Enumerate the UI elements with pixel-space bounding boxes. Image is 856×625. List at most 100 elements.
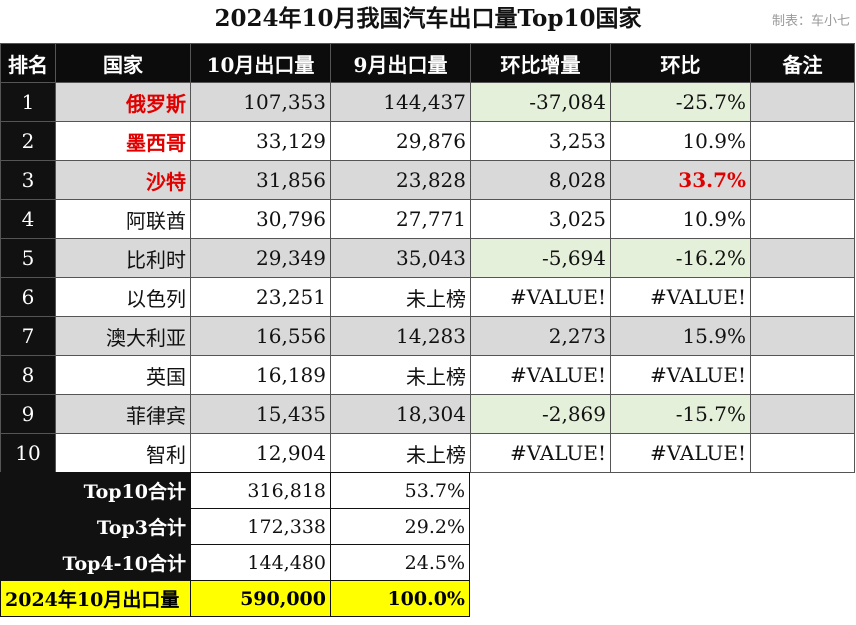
- table-row: 6 以色列 23,251 未上榜 #VALUE! #VALUE!: [0, 277, 855, 317]
- rank-cell: 7: [0, 316, 56, 356]
- header-mom-pct: 环比: [610, 43, 751, 83]
- pct-cell: 10.9%: [610, 121, 751, 161]
- pct-cell: -15.7%: [610, 394, 751, 434]
- delta-cell: 3,253: [470, 121, 611, 161]
- delta-cell: #VALUE!: [470, 355, 611, 395]
- note-cell: [750, 160, 855, 200]
- table-row: 4 阿联酋 30,796 27,771 3,025 10.9%: [0, 199, 855, 239]
- oct-cell: 16,556: [190, 316, 331, 356]
- oct-cell: 33,129: [190, 121, 331, 161]
- country-cell: 阿联酋: [55, 199, 191, 239]
- note-cell: [750, 199, 855, 239]
- table-row: 8 英国 16,189 未上榜 #VALUE! #VALUE!: [0, 355, 855, 395]
- oct-cell: 29,349: [190, 238, 331, 278]
- table-row: 10 智利 12,904 未上榜 #VALUE! #VALUE!: [0, 433, 855, 473]
- note-cell: [750, 238, 855, 278]
- rank-cell: 5: [0, 238, 56, 278]
- header-oct-exports: 10月出口量: [190, 43, 331, 83]
- note-cell: [750, 394, 855, 434]
- sep-cell: 23,828: [330, 160, 471, 200]
- summary-label: Top4-10合计: [0, 544, 191, 581]
- note-cell: [750, 316, 855, 356]
- delta-cell: 2,273: [470, 316, 611, 356]
- summary-label: Top3合计: [0, 508, 191, 545]
- pct-cell: -25.7%: [610, 82, 751, 122]
- summary-share: 53.7%: [330, 472, 470, 509]
- delta-cell: #VALUE!: [470, 277, 611, 317]
- note-cell: [750, 82, 855, 122]
- sep-cell: 144,437: [330, 82, 471, 122]
- pct-cell: 15.9%: [610, 316, 751, 356]
- pct-cell: #VALUE!: [610, 277, 751, 317]
- country-cell: 俄罗斯: [55, 82, 191, 122]
- table-row: 7 澳大利亚 16,556 14,283 2,273 15.9%: [0, 316, 855, 356]
- table-row: 2 墨西哥 33,129 29,876 3,253 10.9%: [0, 121, 855, 161]
- header-mom-delta: 环比增量: [470, 43, 611, 83]
- country-cell: 澳大利亚: [55, 316, 191, 356]
- oct-cell: 15,435: [190, 394, 331, 434]
- country-cell: 沙特: [55, 160, 191, 200]
- oct-cell: 30,796: [190, 199, 331, 239]
- summary-value: 144,480: [190, 544, 331, 581]
- summary-total-row: 2024年10月出口量 590,000 100.0%: [0, 580, 470, 617]
- summary-share: 29.2%: [330, 508, 470, 545]
- rank-cell: 6: [0, 277, 56, 317]
- pct-cell: 10.9%: [610, 199, 751, 239]
- table-row: 3 沙特 31,856 23,828 8,028 33.7%: [0, 160, 855, 200]
- header-rank: 排名: [0, 43, 56, 83]
- rank-cell: 10: [0, 433, 56, 473]
- sep-cell: 14,283: [330, 316, 471, 356]
- table-row: 9 菲律宾 15,435 18,304 -2,869 -15.7%: [0, 394, 855, 434]
- country-cell: 菲律宾: [55, 394, 191, 434]
- rank-cell: 8: [0, 355, 56, 395]
- oct-cell: 107,353: [190, 82, 331, 122]
- credit-label: 制表：车小七: [771, 14, 850, 29]
- delta-cell: 8,028: [470, 160, 611, 200]
- sep-cell: 未上榜: [330, 433, 471, 473]
- sep-cell: 18,304: [330, 394, 471, 434]
- header-country: 国家: [55, 43, 191, 83]
- header-sep-exports: 9月出口量: [330, 43, 471, 83]
- table-header-row: 排名 国家 10月出口量 9月出口量 环比增量 环比 备注: [0, 43, 855, 83]
- oct-cell: 31,856: [190, 160, 331, 200]
- oct-cell: 12,904: [190, 433, 331, 473]
- export-ranking-table: 排名 国家 10月出口量 9月出口量 环比增量 环比 备注 1 俄罗斯 107,…: [0, 43, 855, 473]
- summary-table: Top10合计 316,818 53.7% Top3合计 172,338 29.…: [0, 472, 470, 617]
- country-cell: 智利: [55, 433, 191, 473]
- rank-cell: 4: [0, 199, 56, 239]
- table-row: 1 俄罗斯 107,353 144,437 -37,084 -25.7%: [0, 82, 855, 122]
- oct-cell: 23,251: [190, 277, 331, 317]
- note-cell: [750, 121, 855, 161]
- sep-cell: 未上榜: [330, 277, 471, 317]
- delta-cell: 3,025: [470, 199, 611, 239]
- sep-cell: 29,876: [330, 121, 471, 161]
- oct-cell: 16,189: [190, 355, 331, 395]
- header-note: 备注: [750, 43, 855, 83]
- table-row: 5 比利时 29,349 35,043 -5,694 -16.2%: [0, 238, 855, 278]
- note-cell: [750, 433, 855, 473]
- note-cell: [750, 355, 855, 395]
- country-cell: 墨西哥: [55, 121, 191, 161]
- summary-total-value: 590,000: [190, 580, 331, 617]
- country-cell: 比利时: [55, 238, 191, 278]
- sep-cell: 未上榜: [330, 355, 471, 395]
- note-cell: [750, 277, 855, 317]
- delta-cell: #VALUE!: [470, 433, 611, 473]
- summary-row: Top3合计 172,338 29.2%: [0, 508, 470, 545]
- delta-cell: -2,869: [470, 394, 611, 434]
- page-title: 2024年10月我国汽车出口量Top10国家: [214, 5, 642, 32]
- summary-value: 316,818: [190, 472, 331, 509]
- country-cell: 以色列: [55, 277, 191, 317]
- country-cell: 英国: [55, 355, 191, 395]
- pct-cell: -16.2%: [610, 238, 751, 278]
- pct-cell: #VALUE!: [610, 433, 751, 473]
- summary-value: 172,338: [190, 508, 331, 545]
- sep-cell: 35,043: [330, 238, 471, 278]
- summary-row: Top10合计 316,818 53.7%: [0, 472, 470, 509]
- delta-cell: -37,084: [470, 82, 611, 122]
- summary-row: Top4-10合计 144,480 24.5%: [0, 544, 470, 581]
- summary-label: Top10合计: [0, 472, 191, 509]
- pct-cell: #VALUE!: [610, 355, 751, 395]
- sep-cell: 27,771: [330, 199, 471, 239]
- rank-cell: 3: [0, 160, 56, 200]
